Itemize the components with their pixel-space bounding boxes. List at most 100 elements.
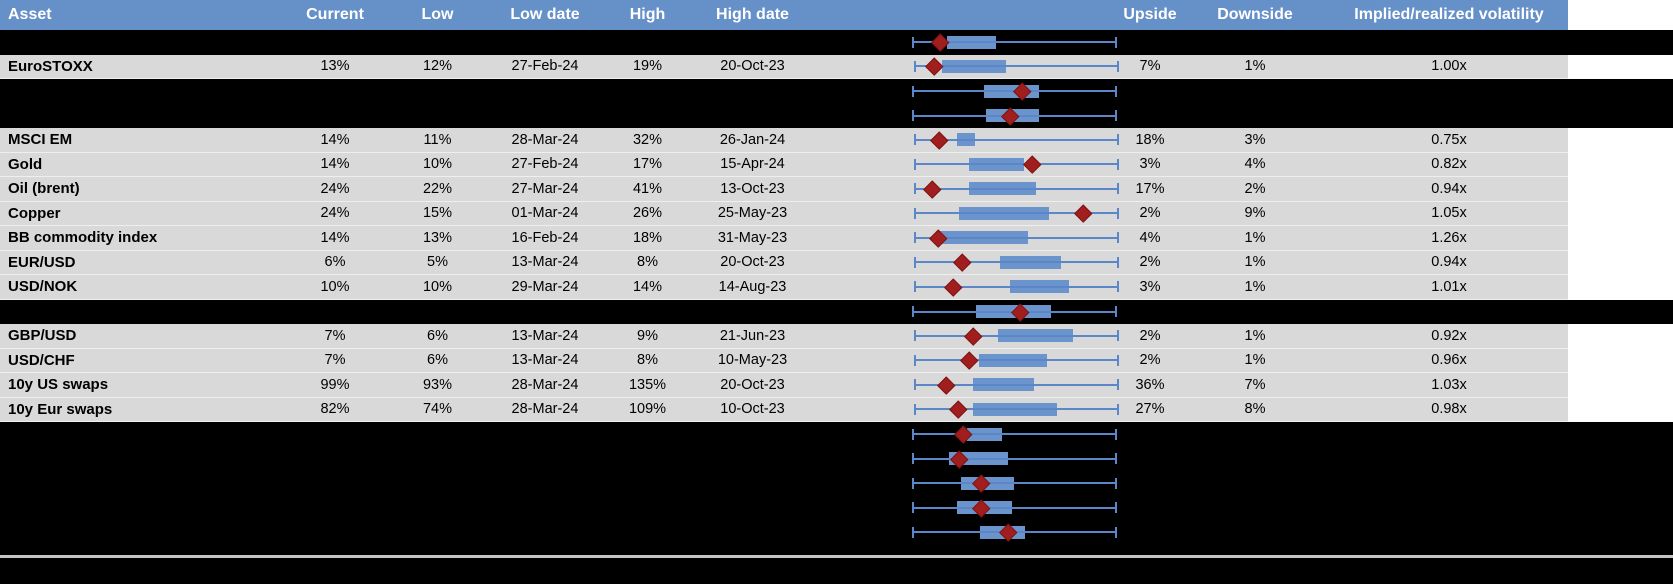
low-cell: 5%	[385, 250, 490, 275]
low-date-cell: 28-Mar-24	[490, 128, 600, 153]
whisker-cap-right	[1116, 281, 1119, 293]
low-cell	[385, 520, 490, 545]
whisker-cap-left	[912, 306, 914, 318]
col-header-high: High	[600, 0, 695, 30]
whisker-cap-right	[1116, 60, 1119, 72]
row-right-filler	[1568, 30, 1673, 55]
current-cell: 10%	[285, 275, 385, 300]
asset-cell	[0, 103, 285, 128]
iv-rv-cell	[1330, 103, 1568, 128]
high-date-cell	[695, 299, 810, 324]
downside-cell	[1180, 471, 1330, 496]
whisker-cap-right	[1115, 36, 1117, 48]
high-cell	[600, 103, 695, 128]
low-cell	[385, 422, 490, 447]
asset-row: 10y US swaps 99% 93% 28-Mar-24 135% 20-O…	[0, 373, 1673, 398]
current-marker-diamond	[1074, 204, 1093, 223]
asset-cell: USD/CHF	[0, 348, 285, 373]
row-right-filler	[1568, 275, 1673, 300]
high-date-cell: 20-Oct-23	[695, 373, 810, 398]
whisker-cap-left	[913, 403, 916, 415]
upside-cell	[1120, 520, 1180, 545]
upside-cell: 36%	[1120, 373, 1180, 398]
spacer-row	[0, 422, 1673, 447]
boxplot-cell	[810, 397, 1120, 422]
whisker-cap-left	[912, 110, 914, 122]
upside-cell: 27%	[1120, 397, 1180, 422]
row-right-filler	[1568, 373, 1673, 398]
upside-cell: 2%	[1120, 348, 1180, 373]
whisker-cap-right	[1116, 354, 1119, 366]
current-cell: 14%	[285, 226, 385, 251]
current-cell: 24%	[285, 177, 385, 202]
iv-rv-cell	[1330, 79, 1568, 104]
high-date-cell: 14-Aug-23	[695, 275, 810, 300]
boxplot	[913, 349, 1119, 373]
current-cell	[285, 103, 385, 128]
upside-cell: 3%	[1120, 275, 1180, 300]
downside-cell	[1180, 103, 1330, 128]
boxplot-cell	[810, 250, 1120, 275]
boxplot-cell	[810, 324, 1120, 349]
whisker-cap-right	[1115, 453, 1117, 465]
row-right-filler	[1568, 226, 1673, 251]
downside-cell	[1180, 79, 1330, 104]
whisker-cap-left	[913, 281, 916, 293]
col-header-asset: Asset	[0, 0, 285, 30]
upside-cell: 3%	[1120, 152, 1180, 177]
row-right-filler	[1568, 495, 1673, 520]
boxplot	[912, 79, 1117, 104]
low-cell: 13%	[385, 226, 490, 251]
header-right-filler	[1568, 0, 1673, 30]
iv-rv-cell: 0.98x	[1330, 397, 1568, 422]
boxplot	[913, 275, 1119, 299]
boxplot	[913, 55, 1119, 79]
high-date-cell	[695, 520, 810, 545]
row-right-filler	[1568, 471, 1673, 496]
whisker-line	[912, 41, 1117, 44]
boxplot-cell	[810, 520, 1120, 545]
high-date-cell: 10-Oct-23	[695, 397, 810, 422]
current-marker-diamond	[944, 277, 963, 296]
boxplot	[913, 324, 1119, 348]
iv-rv-cell: 1.26x	[1330, 226, 1568, 251]
high-cell	[600, 495, 695, 520]
high-cell: 26%	[600, 201, 695, 226]
low-date-cell: 01-Mar-24	[490, 201, 600, 226]
table-body: EuroSTOXX 13% 12% 27-Feb-24 19% 20-Oct-2…	[0, 30, 1673, 545]
whisker-line	[913, 212, 1119, 215]
upside-cell: 18%	[1120, 128, 1180, 153]
iv-rv-cell	[1330, 471, 1568, 496]
current-marker-diamond	[923, 179, 941, 198]
current-cell	[285, 30, 385, 55]
table-header-row: Asset Current Low Low date High High dat…	[0, 0, 1673, 30]
footer-black-gap	[0, 544, 1673, 555]
row-right-filler	[1568, 348, 1673, 373]
whisker-line	[913, 138, 1119, 141]
row-right-filler	[1568, 103, 1673, 128]
downside-cell: 1%	[1180, 348, 1330, 373]
boxplot	[913, 177, 1119, 201]
whisker-cap-left	[913, 60, 916, 72]
low-date-cell: 28-Mar-24	[490, 373, 600, 398]
asset-cell	[0, 471, 285, 496]
current-cell: 6%	[285, 250, 385, 275]
upside-cell	[1120, 79, 1180, 104]
whisker-cap-left	[912, 477, 914, 489]
low-date-cell: 27-Mar-24	[490, 177, 600, 202]
spacer-row	[0, 520, 1673, 545]
iv-rv-cell	[1330, 446, 1568, 471]
downside-cell: 1%	[1180, 324, 1330, 349]
high-cell: 17%	[600, 152, 695, 177]
high-date-cell: 20-Oct-23	[695, 54, 810, 79]
upside-cell	[1120, 299, 1180, 324]
boxplot	[912, 471, 1117, 496]
iv-rv-cell: 1.01x	[1330, 275, 1568, 300]
whisker-line	[913, 383, 1119, 386]
col-header-upside: Upside	[1120, 0, 1180, 30]
whisker-cap-left	[913, 354, 916, 366]
spacer-row	[0, 79, 1673, 104]
whisker-line	[912, 457, 1117, 460]
spacer-row	[0, 30, 1673, 55]
whisker-cap-left	[912, 85, 914, 97]
